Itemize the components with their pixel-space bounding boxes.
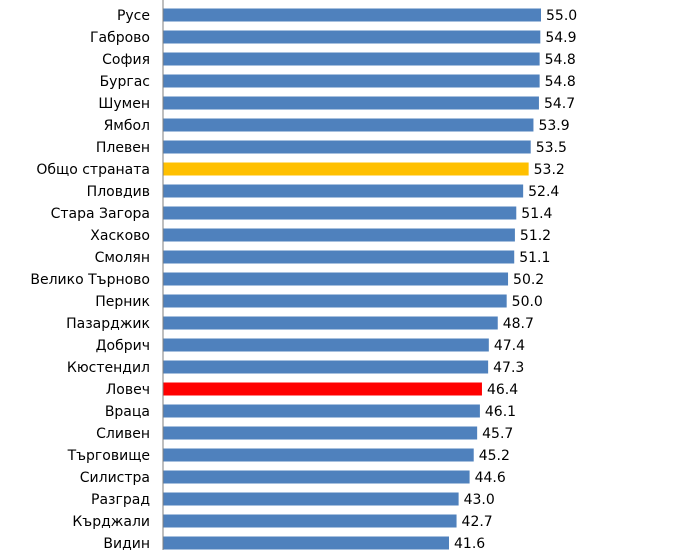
bar-кюстендил [163, 360, 489, 374]
value-label-враца: 46.1 [485, 404, 516, 420]
category-label-търговище: Търговище [67, 448, 150, 464]
category-label-ямбол: Ямбол [104, 118, 150, 134]
category-label-пазарджик: Пазарджик [66, 316, 150, 332]
category-label-стара-загора: Стара Загора [51, 206, 150, 222]
category-labels-group: Русе Габрово София Бургас Шумен Ямбол Плевен Об… [30, 8, 150, 550]
value-label-разград: 43.0 [464, 492, 495, 508]
category-label-видин: Видин [103, 536, 150, 550]
category-label-габрово: Габрово [90, 30, 150, 46]
bar-добрич [163, 338, 489, 352]
bar-шумен [163, 96, 539, 110]
bar-велико-търново [163, 272, 509, 286]
category-label-пловдив: Пловдив [87, 184, 150, 200]
value-label-смолян: 51.1 [519, 250, 550, 266]
value-label-хасково: 51.2 [520, 228, 551, 244]
value-label-плевен: 53.5 [536, 140, 567, 156]
category-label-кърджали: Кърджали [72, 514, 150, 530]
value-label-кърджали: 42.7 [462, 514, 493, 530]
value-label-шумен: 54.7 [544, 96, 575, 112]
value-label-русе: 55.0 [546, 8, 577, 24]
value-label-видин: 41.6 [454, 536, 485, 550]
bar-общо-страната [163, 162, 529, 176]
category-label-хасково: Хасково [90, 228, 150, 244]
category-label-враца: Враца [105, 404, 150, 420]
category-label-кюстендил: Кюстендил [67, 360, 150, 376]
value-label-добрич: 47.4 [494, 338, 525, 354]
bar-бургас [163, 74, 540, 88]
bars-group [163, 8, 541, 550]
value-label-пловдив: 52.4 [528, 184, 559, 200]
category-label-разград: Разград [91, 492, 150, 508]
bar-разград [163, 492, 459, 506]
category-label-смолян: Смолян [95, 250, 150, 266]
category-label-велико-търново: Велико Търново [30, 272, 150, 288]
bar-смолян [163, 250, 515, 264]
category-label-силистра: Силистра [80, 470, 150, 486]
value-label-ямбол: 53.9 [538, 118, 569, 134]
category-label-сливен: Сливен [96, 426, 150, 442]
value-label-силистра: 44.6 [475, 470, 506, 486]
bar-ловеч [163, 382, 482, 396]
category-label-русе: Русе [117, 8, 150, 24]
value-label-габрово: 54.9 [545, 30, 576, 46]
bar-пазарджик [163, 316, 498, 330]
category-label-перник: Перник [95, 294, 150, 310]
bar-хасково [163, 228, 515, 242]
value-label-стара-загора: 51.4 [521, 206, 552, 222]
value-label-пазарджик: 48.7 [503, 316, 534, 332]
category-label-плевен: Плевен [96, 140, 150, 156]
bar-търговище [163, 448, 474, 462]
category-label-добрич: Добрич [96, 338, 150, 354]
value-label-търговище: 45.2 [479, 448, 510, 464]
category-label-софия: София [102, 52, 150, 68]
value-label-перник: 50.0 [512, 294, 543, 310]
bar-габрово [163, 30, 541, 44]
bar-пловдив [163, 184, 524, 198]
value-label-кюстендил: 47.3 [493, 360, 524, 376]
value-label-сливен: 45.7 [482, 426, 513, 442]
bar-сливен [163, 426, 478, 440]
category-label-ловеч: Ловеч [106, 382, 150, 398]
value-label-бургас: 54.8 [545, 74, 576, 90]
value-labels-group: 55.0 54.9 54.8 54.8 54.7 53.9 53.5 53.2 52.4 51.4… [454, 8, 577, 550]
bar-ямбол [163, 118, 534, 132]
value-label-ловеч: 46.4 [487, 382, 518, 398]
category-label-общо-страната: Общо страната [36, 162, 150, 178]
bar-силистра [163, 470, 470, 484]
category-label-бургас: Бургас [100, 74, 150, 90]
value-label-общо-страната: 53.2 [534, 162, 565, 178]
bar-кърджали [163, 514, 457, 528]
value-label-велико-търново: 50.2 [513, 272, 544, 288]
bar-перник [163, 294, 507, 308]
category-label-шумен: Шумен [98, 96, 150, 112]
bar-враца [163, 404, 480, 418]
bar-стара-загора [163, 206, 517, 220]
bar-видин [163, 536, 449, 550]
bar-плевен [163, 140, 531, 154]
bar-софия [163, 52, 540, 66]
value-label-софия: 54.8 [545, 52, 576, 68]
bar-русе [163, 8, 541, 22]
